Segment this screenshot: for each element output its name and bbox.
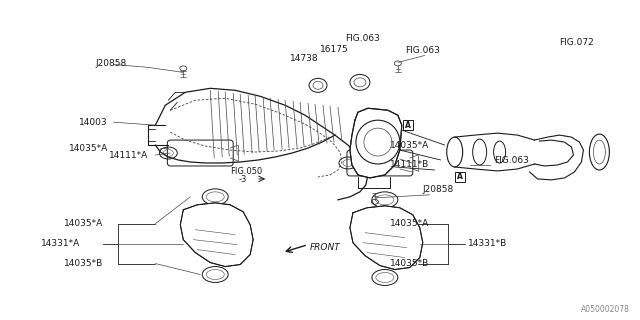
Text: 16175: 16175: [320, 45, 349, 54]
Text: 14035*A: 14035*A: [390, 219, 429, 228]
Text: 14331*B: 14331*B: [468, 239, 507, 248]
Text: 14035*B: 14035*B: [63, 259, 103, 268]
Text: A050002078: A050002078: [580, 305, 629, 314]
Text: 14035*A: 14035*A: [63, 219, 103, 228]
Text: J20858: J20858: [95, 59, 127, 68]
Text: FIG.072: FIG.072: [559, 38, 594, 47]
Text: 14035*A: 14035*A: [68, 144, 108, 153]
Polygon shape: [350, 206, 423, 269]
Text: FIG.063: FIG.063: [345, 34, 380, 43]
Bar: [454, 172, 465, 182]
Text: FIG.063: FIG.063: [405, 46, 440, 55]
Text: 14738: 14738: [290, 54, 319, 63]
Text: FRONT: FRONT: [310, 243, 340, 252]
Text: A: A: [457, 172, 463, 181]
Text: 14331*A: 14331*A: [40, 239, 80, 248]
Text: -3: -3: [238, 175, 246, 184]
Bar: [403, 120, 413, 130]
Polygon shape: [180, 203, 253, 267]
Text: A: A: [405, 121, 411, 130]
Text: 14035*B: 14035*B: [390, 259, 429, 268]
Text: 14111*A: 14111*A: [108, 150, 148, 160]
Polygon shape: [350, 108, 402, 178]
Text: FIG.063: FIG.063: [495, 156, 529, 164]
Text: J20858: J20858: [423, 185, 454, 194]
Text: 14111*B: 14111*B: [390, 160, 429, 170]
Text: FIG.050: FIG.050: [230, 167, 262, 176]
Text: 14035*A: 14035*A: [390, 140, 429, 149]
Text: 14003: 14003: [79, 118, 107, 127]
